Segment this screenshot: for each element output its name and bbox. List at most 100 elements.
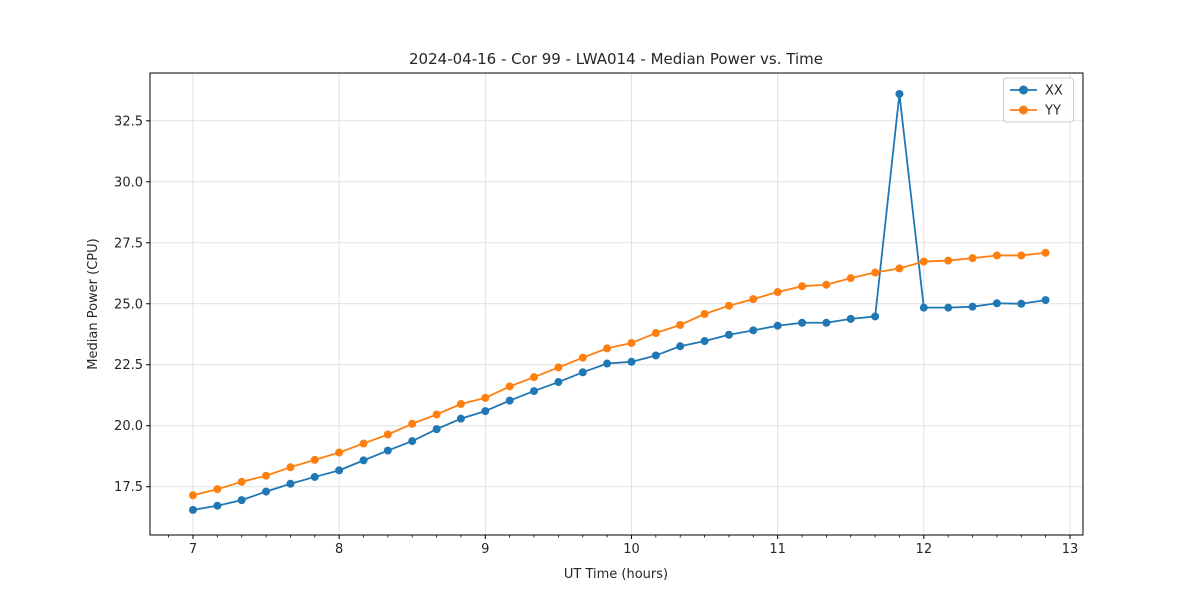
x-tick-label: 12	[916, 542, 933, 557]
series-yy-marker	[359, 439, 368, 448]
series-xx-marker	[603, 359, 612, 368]
series-xx-marker	[724, 330, 733, 339]
legend-item-xx: XX	[1010, 84, 1063, 99]
series-yy-marker	[554, 363, 563, 372]
series-xx-marker	[871, 312, 880, 321]
legend-label-xx: XX	[1045, 84, 1063, 99]
series-yy-marker	[846, 274, 855, 283]
series-xx-marker	[919, 303, 928, 312]
chart-title: 2024-04-16 - Cor 99 - LWA014 - Median Po…	[409, 50, 823, 68]
series-xx-marker	[213, 501, 222, 510]
series-yy-marker	[237, 477, 246, 486]
y-tick-label: 17.5	[114, 480, 143, 495]
series-yy-marker	[919, 257, 928, 266]
series-xx-marker	[262, 487, 271, 496]
series-yy-marker	[1017, 251, 1026, 260]
x-tick-label: 11	[769, 542, 786, 557]
axis-tick-labels: 7 8 9 10 11 12 13 17.5 20.0 22.5 25.0 27.5 30.0 32.5	[114, 114, 1078, 557]
series-xx-marker	[846, 314, 855, 323]
y-tick-label: 20.0	[114, 419, 143, 434]
series-yy-marker	[262, 471, 271, 480]
series-xx-marker	[237, 496, 246, 505]
series-yy-marker	[213, 485, 222, 494]
series-xx-marker	[1041, 296, 1050, 305]
series-yy-marker	[578, 353, 587, 362]
series-xx-marker	[529, 387, 538, 396]
series-yy-marker	[505, 382, 514, 391]
series-yy-marker	[335, 448, 344, 457]
series-yy-marker	[456, 400, 465, 409]
series-yy-marker	[944, 256, 953, 265]
series-xx-marker	[992, 299, 1001, 308]
series-xx-marker	[432, 425, 441, 434]
series-xx-marker	[822, 318, 831, 327]
x-tick-label: 13	[1062, 542, 1079, 557]
series-xx-marker	[335, 466, 344, 475]
legend-item-yy: YY	[1010, 104, 1061, 119]
legend-marker-yy	[1019, 105, 1028, 115]
series-xx-marker	[676, 342, 685, 351]
series-yy-marker	[749, 295, 758, 304]
y-tick-label: 32.5	[114, 114, 143, 129]
series-xx-marker	[895, 89, 904, 98]
series-xx-marker	[944, 303, 953, 312]
series-xx-marker	[456, 414, 465, 423]
series-yy-marker	[627, 339, 636, 348]
series-xx-marker	[968, 302, 977, 311]
series-xx-marker	[286, 479, 295, 488]
x-tick-label: 7	[189, 542, 197, 557]
legend-label-yy: YY	[1044, 104, 1061, 119]
series-yy-line	[192, 251, 1047, 497]
series-yy-marker	[1041, 248, 1050, 257]
series-xx-marker	[1017, 299, 1026, 308]
y-tick-label: 25.0	[114, 297, 143, 312]
y-tick-label: 30.0	[114, 175, 143, 190]
series-yy-marker	[383, 430, 392, 439]
series-yy-marker	[895, 264, 904, 273]
series-yy-marker	[432, 410, 441, 419]
series-yy-marker	[529, 373, 538, 382]
series-xx-marker	[408, 437, 417, 446]
x-axis-label: UT Time (hours)	[564, 567, 668, 582]
series-yy-marker	[481, 393, 490, 402]
series-yy-marker	[651, 329, 660, 338]
y-tick-label: 27.5	[114, 236, 143, 251]
series-xx-marker	[700, 337, 709, 346]
series-yy-marker	[724, 301, 733, 310]
legend: XX YY	[1003, 77, 1074, 123]
series-yy-marker	[700, 310, 709, 319]
y-tick-label: 22.5	[114, 358, 143, 373]
series-yy-marker	[676, 320, 685, 329]
series-xx-marker	[627, 357, 636, 366]
series-yy-marker	[188, 491, 197, 500]
series-xx-marker	[798, 318, 807, 327]
series-xx-marker	[481, 407, 490, 416]
x-tick-label: 10	[623, 542, 640, 557]
legend-marker-xx	[1019, 85, 1028, 95]
series-xx-marker	[383, 446, 392, 455]
series-yy-marker	[871, 268, 880, 277]
series-xx-marker	[554, 378, 563, 387]
x-tick-label: 8	[335, 542, 343, 557]
series-yy-marker	[603, 344, 612, 353]
series-yy-marker	[798, 282, 807, 291]
series-xx-marker	[773, 321, 782, 330]
series-xx-marker	[188, 505, 197, 514]
legend-box	[1003, 77, 1074, 123]
series-yy-marker	[408, 419, 417, 428]
series-xx-marker	[359, 456, 368, 465]
series-yy-marker	[968, 254, 977, 263]
series-xx-line	[192, 93, 1047, 511]
series-yy-marker	[773, 288, 782, 297]
series-xx-marker	[651, 351, 660, 360]
series-yy-marker	[286, 463, 295, 472]
series-xx-marker	[749, 326, 758, 335]
axis-ticks	[146, 120, 1071, 539]
series-xx-marker	[505, 396, 514, 405]
series-yy-marker	[822, 280, 831, 289]
series-xx-marker	[310, 472, 319, 481]
series-xx-marker	[578, 368, 587, 377]
series-yy-marker	[310, 455, 319, 464]
